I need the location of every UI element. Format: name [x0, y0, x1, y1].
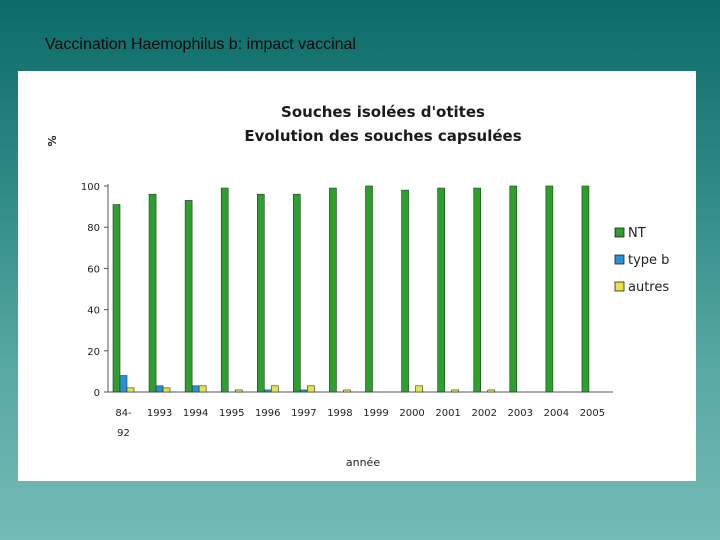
bar-autres [198, 385, 207, 393]
y-tick-label: 100 [81, 182, 100, 193]
bar-nt [509, 185, 518, 393]
x-tick-label: 2004 [544, 408, 569, 419]
x-axis-label: année [346, 456, 380, 469]
bar-autres [451, 389, 459, 393]
bar-nt [220, 187, 229, 393]
bar-type-b [300, 389, 308, 393]
bar-autres [307, 385, 315, 393]
legend-label: autres [628, 280, 669, 295]
bar-autres [343, 389, 351, 393]
bar-type-b [263, 389, 272, 393]
bar-nt [473, 187, 482, 393]
legend-swatch [614, 281, 625, 292]
x-tick-label: 1994 [183, 408, 208, 419]
bar-nt [293, 193, 301, 393]
x-tick-label: 92 [117, 428, 130, 439]
bar-nt [184, 200, 193, 393]
bar-autres [415, 385, 423, 393]
x-tick-label: 2001 [435, 408, 460, 419]
legend-swatch [614, 227, 625, 238]
bar-nt [112, 204, 121, 393]
x-tick-label: 84- [115, 408, 132, 419]
x-tick-label: 2005 [580, 408, 605, 419]
x-tick-label: 1995 [219, 408, 244, 419]
legend-label: NT [628, 226, 646, 241]
bar-nt [256, 193, 265, 393]
chart-title: Souches isolées d'otites [281, 103, 485, 121]
x-tick-label: 2002 [471, 408, 496, 419]
legend-swatch [614, 254, 625, 265]
chart-panel: Souches isolées d'otites Evolution des s… [18, 71, 696, 481]
bar-nt [148, 193, 157, 393]
slide-title: Vaccination Haemophilus b: impact vaccin… [45, 36, 356, 53]
x-tick-label: 1998 [327, 408, 352, 419]
y-tick-label: 60 [87, 264, 100, 275]
y-tick-label: 0 [94, 388, 100, 399]
x-tick-label: 1997 [291, 408, 316, 419]
bar-nt [581, 185, 590, 393]
bar-nt [365, 185, 373, 393]
bar-type-b [191, 385, 200, 393]
y-tick-label: 20 [87, 347, 100, 358]
y-axis-label: % [46, 135, 59, 146]
x-tick-label: 1999 [363, 408, 388, 419]
y-tick-label: 80 [87, 223, 100, 234]
bar-autres [234, 389, 243, 393]
bar-nt [545, 185, 554, 393]
plot-area: 0 20 40 60 80 100 84- 92 1993 1994 1995 1996 1997 199… [81, 182, 613, 439]
bar-autres [162, 387, 171, 393]
chart: Souches isolées d'otites Evolution des s… [46, 103, 669, 469]
x-tick-label: 2000 [399, 408, 424, 419]
bar-type-b [155, 385, 164, 393]
bar-nt [401, 189, 409, 393]
legend: NT type b autres [614, 226, 669, 295]
chart-subtitle: Evolution des souches capsulées [244, 127, 521, 145]
x-tick-label: 1993 [147, 408, 172, 419]
bar-autres [487, 389, 496, 393]
legend-label: type b [628, 253, 669, 268]
bar-autres [270, 385, 279, 393]
y-tick-label: 40 [87, 306, 100, 317]
x-tick-label: 2003 [508, 408, 533, 419]
bar-nt [437, 187, 445, 393]
bar-type-b [119, 375, 128, 393]
x-tick-label: 1996 [255, 408, 280, 419]
bar-autres [126, 387, 135, 393]
bar-nt [329, 187, 337, 393]
